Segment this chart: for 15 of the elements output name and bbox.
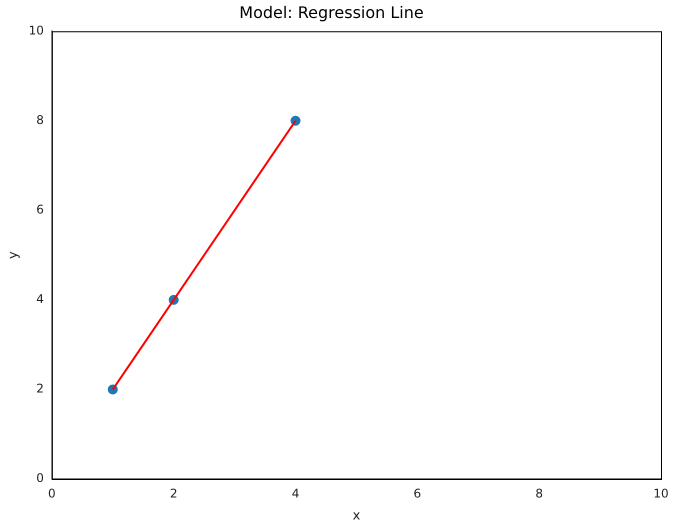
y-tick-label: 8: [36, 112, 44, 127]
x-axis-title: x: [352, 508, 361, 524]
y-tick-label: 4: [36, 292, 44, 306]
y-tick-label: 6: [36, 202, 44, 216]
x-tick-label: 4: [292, 486, 300, 500]
y-tick-label: 0: [36, 471, 44, 486]
x-tick-label: 8: [535, 486, 543, 500]
chart-title: Model: Regression Line: [239, 2, 424, 22]
y-axis-title: y: [6, 250, 22, 259]
x-tick-label: 6: [414, 486, 422, 500]
y-tick-label: 10: [28, 23, 44, 38]
x-tick-label: 2: [170, 486, 178, 500]
y-tick-label: 2: [36, 382, 44, 396]
x-tick-label: 10: [653, 486, 669, 500]
x-tick-label: 0: [48, 486, 56, 500]
